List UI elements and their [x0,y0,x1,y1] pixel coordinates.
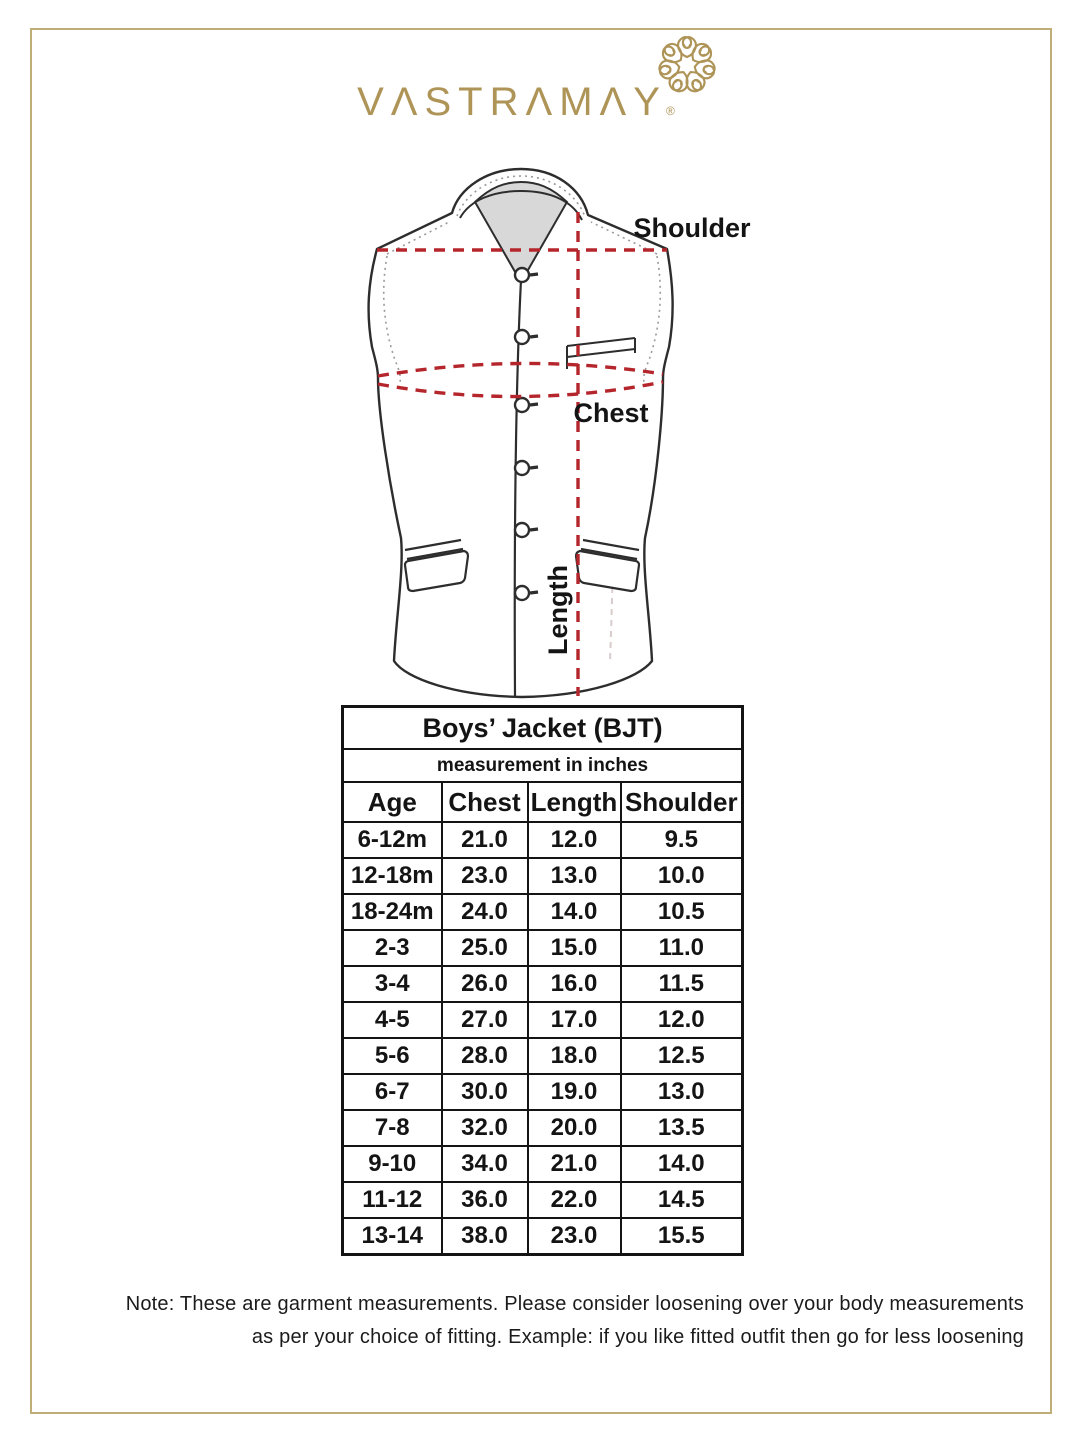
table-cell: 6-7 [341,1073,443,1111]
table-row: 11-12 36.0 22.0 14.5 [341,1181,744,1219]
table-cell: 21.0 [526,1145,622,1183]
table-cell: 5-6 [341,1037,443,1075]
table-cell: 13.0 [619,1073,744,1111]
table-cell: 9.5 [619,821,744,859]
table-cell: 6-12m [341,821,443,859]
table-cell: 9-10 [341,1145,443,1183]
table-row: 4-5 27.0 17.0 12.0 [341,1001,744,1039]
table-cell: 10.0 [619,857,744,895]
brand-logo: VΛSTRΛMΛY [357,80,667,124]
table-cell: 30.0 [440,1073,529,1111]
chest-label: Chest [573,398,648,428]
note-line-2: as per your choice of fitting. Example: … [251,1326,1024,1348]
table-row: 2-3 25.0 15.0 11.0 [341,929,744,967]
table-cell: 25.0 [440,929,529,967]
table-cell: 12.0 [619,1001,744,1039]
table-cell: 27.0 [440,1001,529,1039]
registered-trademark-symbol: ® [666,104,675,118]
table-cell: 38.0 [440,1217,529,1256]
table-cell: 4-5 [341,1001,443,1039]
column-header: Chest [440,781,529,823]
table-cell: 11.0 [619,929,744,967]
table-unit-row: measurement in inches [341,748,744,783]
table-cell: 11-12 [341,1181,443,1219]
table-row: 7-8 32.0 20.0 13.5 [341,1109,744,1147]
column-header: Age [341,781,443,823]
left-flap-pocket [403,538,470,593]
table-cell: 12-18m [341,857,443,895]
table-cell: 12.5 [619,1037,744,1075]
chest-measure-ellipse-bottom [377,380,664,399]
table-cell: 20.0 [526,1109,622,1147]
table-row: 12-18m 23.0 13.0 10.0 [341,857,744,895]
collar-band-seam [459,189,583,221]
table-cell: 14.0 [526,893,622,931]
table-unit-note: measurement in inches [341,748,744,783]
table-cell: 16.0 [526,965,622,1003]
table-cell: 17.0 [526,1001,622,1039]
chest-measure-ellipse-top [377,361,664,378]
measurement-note: Note: These are garment measurements. Pl… [50,1288,1024,1354]
table-header-row: Age Chest Length Shoulder [341,781,744,823]
table-cell: 34.0 [440,1145,529,1183]
pocket-bag-hidden-line [609,564,614,663]
table-cell: 13.5 [619,1109,744,1147]
right-flap-pocket [574,538,641,593]
brand-flourish-icon [658,36,716,93]
table-cell: 23.0 [526,1217,622,1256]
table-cell: 24.0 [440,893,529,931]
table-cell: 3-4 [341,965,443,1003]
table-row: 9-10 34.0 21.0 14.0 [341,1145,744,1183]
table-cell: 13.0 [526,857,622,895]
table-cell: 10.5 [619,893,744,931]
table-row: 18-24m 24.0 14.0 10.5 [341,893,744,931]
table-row: 13-14 38.0 23.0 15.5 [341,1217,744,1256]
measurement-guides [377,212,667,696]
table-row: 5-6 28.0 18.0 12.5 [341,1037,744,1075]
table-cell: 14.5 [619,1181,744,1219]
table-cell: 28.0 [440,1037,529,1075]
table-cell: 36.0 [440,1181,529,1219]
column-header: Length [526,781,622,823]
table-cell: 14.0 [619,1145,744,1183]
table-cell: 23.0 [440,857,529,895]
buttons [513,266,539,602]
length-label: Length [543,565,573,655]
table-cell: 22.0 [526,1181,622,1219]
table-row: 3-4 26.0 16.0 11.5 [341,965,744,1003]
table-cell: 12.0 [526,821,622,859]
table-cell: 21.0 [440,821,529,859]
table-cell: 7-8 [341,1109,443,1147]
table-body: Boys’ Jacket (BJT) measurement in inches… [341,705,744,1256]
table-cell: 32.0 [440,1109,529,1147]
table-row: 6-7 30.0 19.0 13.0 [341,1073,744,1111]
table-title: Boys’ Jacket (BJT) [341,705,744,750]
table-row: 6-12m 21.0 12.0 9.5 [341,821,744,859]
table-cell: 18-24m [341,893,443,931]
table-cell: 19.0 [526,1073,622,1111]
table-title-row: Boys’ Jacket (BJT) [341,705,744,750]
shoulder-label: Shoulder [633,213,750,243]
table-cell: 11.5 [619,965,744,1003]
table-cell: 15.5 [619,1217,744,1256]
table-cell: 15.0 [526,929,622,967]
center-front-placket [513,279,523,697]
note-line-1: Note: These are garment measurements. Pl… [125,1293,1024,1315]
size-chart-table: Boys’ Jacket (BJT) measurement in inches… [341,705,745,1256]
table-cell: 2-3 [341,929,443,967]
table-cell: 18.0 [526,1037,622,1075]
jacket-measurement-diagram: Shoulder Chest Length [345,150,765,715]
table-cell: 13-14 [341,1217,443,1256]
table-cell: 26.0 [440,965,529,1003]
column-header: Shoulder [619,781,744,823]
